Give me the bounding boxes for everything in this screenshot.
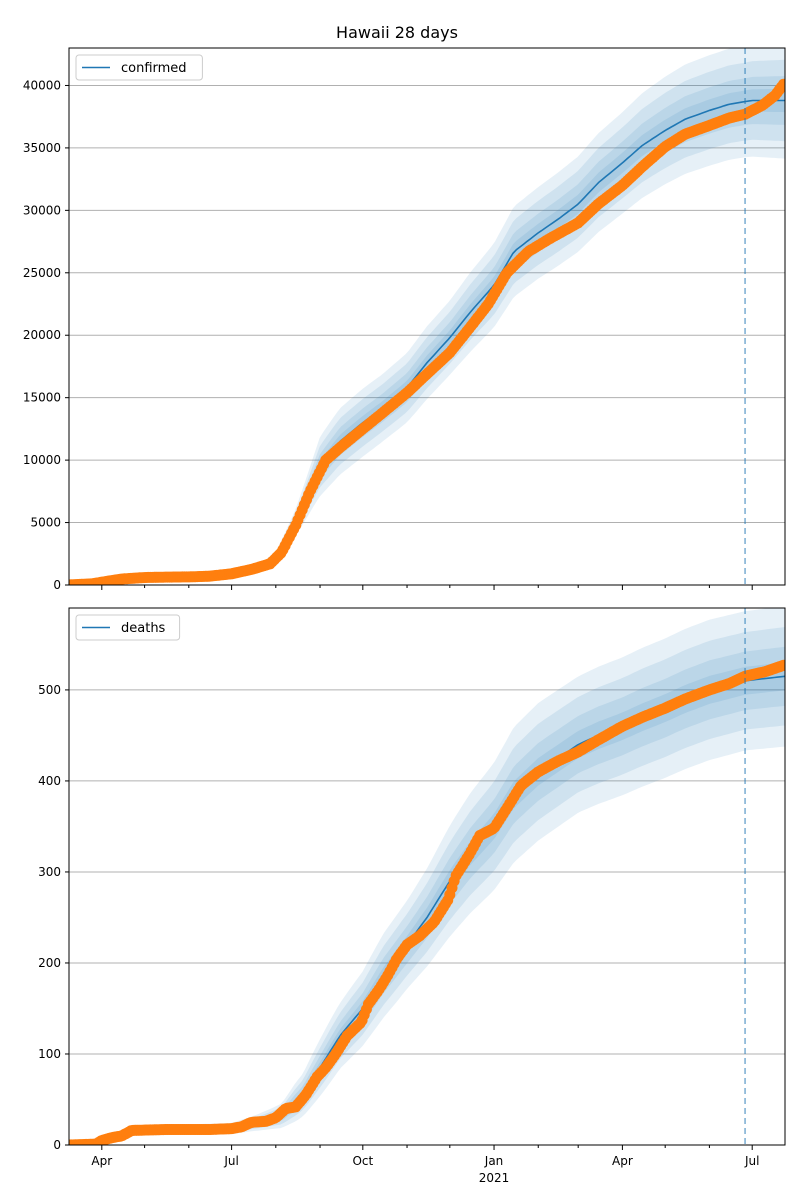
y-tick-label: 25000 xyxy=(23,266,61,280)
plot-area xyxy=(69,608,785,1145)
y-tick-label: 0 xyxy=(53,1138,61,1152)
x-tick-label: Oct xyxy=(352,1154,373,1168)
axes-frame xyxy=(68,47,786,586)
legend-label: deaths xyxy=(121,621,166,636)
y-tick-label: 10000 xyxy=(23,453,61,467)
uncertainty-band xyxy=(69,48,785,585)
legend-box xyxy=(75,614,181,641)
observed-point xyxy=(778,659,785,671)
axes-frame xyxy=(68,607,786,1146)
chart-title: Hawaii 28 days xyxy=(336,23,458,42)
legend-box xyxy=(75,54,203,81)
panel-confirmed: 0 5000 10000 15000 20000 25000 30000 35000 40000… xyxy=(23,47,786,592)
x-tick-label: Jul xyxy=(223,1154,238,1168)
y-tick-label: 40000 xyxy=(23,78,61,92)
y-tick-label: 400 xyxy=(38,774,61,788)
panel-deaths: 0 100 200 300 400 500 Apr Jul Oct Jan Apr Jul 2021 de… xyxy=(38,607,786,1185)
x-tick-label: Apr xyxy=(91,1154,112,1168)
legend: confirmed xyxy=(75,54,203,81)
y-tick-label: 15000 xyxy=(23,391,61,405)
plot-area xyxy=(69,48,785,585)
y-tick-label: 20000 xyxy=(23,328,61,342)
y-tick-label: 500 xyxy=(38,683,61,697)
uncertainty-band xyxy=(69,59,785,585)
observed-point xyxy=(778,78,785,90)
x-tick-label: Apr xyxy=(612,1154,633,1168)
x-tick-label: Jan xyxy=(484,1154,504,1168)
y-tick-label: 30000 xyxy=(23,203,61,217)
y-tick-label: 200 xyxy=(38,956,61,970)
uncertainty-band xyxy=(69,627,785,1145)
legend-label: confirmed xyxy=(121,61,187,76)
x-tick-label: Jul xyxy=(744,1154,759,1168)
uncertainty-band xyxy=(69,646,785,1145)
x-year-label: 2021 xyxy=(479,1171,510,1185)
y-tick-label: 5000 xyxy=(30,516,61,530)
uncertainty-band xyxy=(69,608,785,1145)
y-tick-label: 300 xyxy=(38,865,61,879)
y-tick-label: 35000 xyxy=(23,141,61,155)
legend: deaths xyxy=(75,614,181,641)
y-tick-label: 100 xyxy=(38,1047,61,1061)
y-tick-label: 0 xyxy=(53,578,61,592)
